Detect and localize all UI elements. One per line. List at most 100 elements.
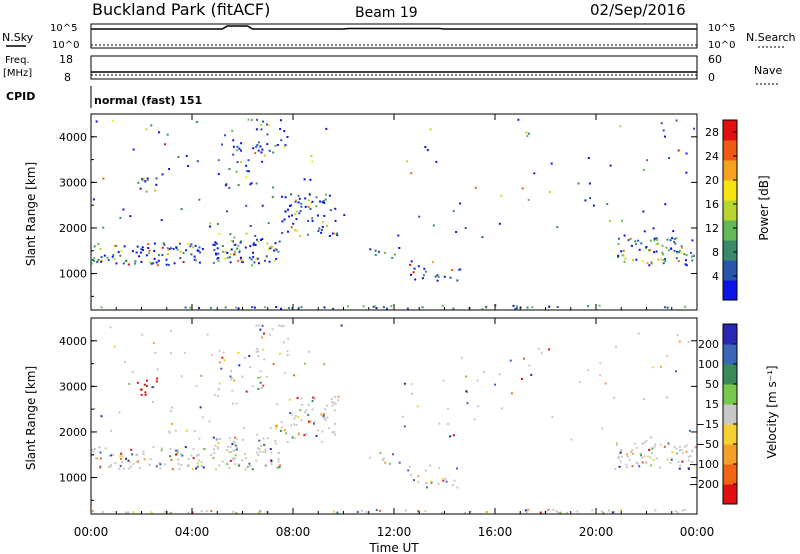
velocity-cell bbox=[180, 453, 182, 456]
velocity-cell bbox=[283, 429, 286, 432]
power-cell bbox=[255, 182, 258, 185]
velocity-cell bbox=[152, 400, 154, 403]
power-cell bbox=[154, 189, 157, 192]
power-cell bbox=[214, 241, 217, 244]
velocity-cell bbox=[315, 434, 318, 437]
power-cell bbox=[232, 240, 234, 243]
power-cell bbox=[643, 230, 646, 233]
velocity-cell bbox=[178, 467, 181, 470]
velocity-cell bbox=[234, 444, 237, 447]
velocity-cell bbox=[275, 424, 278, 427]
power-cell bbox=[256, 238, 258, 241]
velocity-cell bbox=[408, 465, 411, 468]
power-cell bbox=[675, 119, 678, 122]
velocity-cell bbox=[333, 401, 336, 404]
velocity-cell bbox=[678, 467, 681, 470]
power-cell bbox=[226, 251, 229, 254]
power-cell bbox=[412, 271, 415, 274]
power-cell bbox=[375, 307, 378, 310]
velocity-cell bbox=[258, 448, 261, 451]
power-cell bbox=[252, 242, 255, 245]
velocity-colorbar: 200 100 50 15 −15 −50 −100 −200 bbox=[689, 323, 738, 505]
velocity-cell bbox=[256, 451, 259, 454]
velocity-colorbar-segment bbox=[723, 404, 737, 425]
velocity-cell bbox=[237, 463, 240, 466]
power-cell bbox=[266, 242, 269, 245]
velocity-cell bbox=[160, 449, 163, 452]
velocity-cell bbox=[152, 445, 155, 448]
velocity-cell bbox=[356, 511, 359, 513]
power-colorbar: 4 8 12 16 20 24 28 bbox=[705, 119, 738, 301]
power-cell bbox=[641, 260, 644, 263]
velocity-cell bbox=[616, 444, 618, 446]
velocity-cell bbox=[168, 430, 171, 433]
velocity-cell bbox=[293, 423, 296, 426]
power-colorbar-tick-label: 24 bbox=[705, 150, 719, 163]
velocity-cell bbox=[410, 474, 413, 477]
velocity-cell bbox=[230, 378, 233, 381]
power-cell bbox=[260, 239, 262, 241]
power-cell bbox=[673, 238, 676, 240]
freq-label: Freq. bbox=[5, 55, 30, 66]
power-cell bbox=[437, 275, 440, 278]
velocity-cell bbox=[291, 413, 294, 416]
velocity-cell bbox=[170, 329, 172, 332]
power-cell bbox=[259, 145, 262, 148]
power-cell bbox=[424, 270, 427, 273]
velocity-cell bbox=[445, 480, 448, 483]
power-cell bbox=[147, 243, 150, 246]
velocity-cell bbox=[614, 468, 617, 470]
velocity-cell bbox=[330, 401, 333, 404]
power-cell bbox=[343, 214, 346, 217]
power-cell bbox=[332, 307, 335, 310]
velocity-cell bbox=[289, 412, 292, 414]
power-cell bbox=[132, 148, 135, 151]
power-cell bbox=[649, 239, 652, 242]
power-cell bbox=[252, 243, 255, 246]
velocity-cell bbox=[187, 511, 190, 514]
velocity-cell bbox=[132, 462, 135, 465]
xtick-label: 08:00 bbox=[276, 525, 311, 539]
velocity-cell bbox=[540, 352, 543, 355]
velocity-cell bbox=[641, 461, 644, 464]
power-cell bbox=[209, 306, 212, 309]
power-cell bbox=[123, 245, 126, 248]
velocity-cell bbox=[521, 377, 523, 380]
power-cell bbox=[267, 222, 270, 225]
power-ytick-label: 3000 bbox=[59, 176, 87, 189]
velocity-cell bbox=[251, 468, 254, 471]
velocity-cell bbox=[437, 482, 440, 485]
velocity-cell bbox=[317, 429, 320, 432]
velocity-cell bbox=[217, 388, 220, 391]
velocity-cell bbox=[528, 364, 531, 367]
velocity-cell bbox=[255, 459, 258, 462]
power-cell bbox=[224, 306, 227, 309]
power-cell bbox=[498, 222, 501, 225]
velocity-cell bbox=[635, 446, 638, 449]
velocity-frame bbox=[90, 317, 698, 515]
power-cell bbox=[672, 230, 675, 233]
velocity-cell bbox=[135, 453, 138, 456]
power-cell bbox=[145, 128, 148, 131]
power-cell bbox=[311, 217, 314, 220]
power-cell bbox=[234, 250, 237, 253]
power-cell bbox=[255, 258, 257, 261]
power-cell bbox=[260, 151, 263, 154]
velocity-cell bbox=[145, 385, 148, 388]
power-cell bbox=[190, 253, 193, 256]
power-cell bbox=[514, 308, 517, 310]
power-cell bbox=[382, 306, 385, 309]
power-cell bbox=[347, 305, 349, 308]
power-cell bbox=[374, 305, 377, 308]
nave-tick-top: 60 bbox=[708, 53, 722, 66]
velocity-cell bbox=[109, 326, 112, 329]
velocity-cell bbox=[309, 420, 312, 423]
velocity-cell bbox=[155, 380, 158, 383]
power-cell bbox=[691, 259, 694, 262]
velocity-cell bbox=[308, 420, 310, 423]
velocity-cell bbox=[633, 442, 636, 445]
velocity-cell bbox=[176, 452, 179, 455]
velocity-cell bbox=[369, 456, 372, 459]
velocity-cell bbox=[202, 466, 205, 469]
power-cell bbox=[216, 223, 219, 225]
